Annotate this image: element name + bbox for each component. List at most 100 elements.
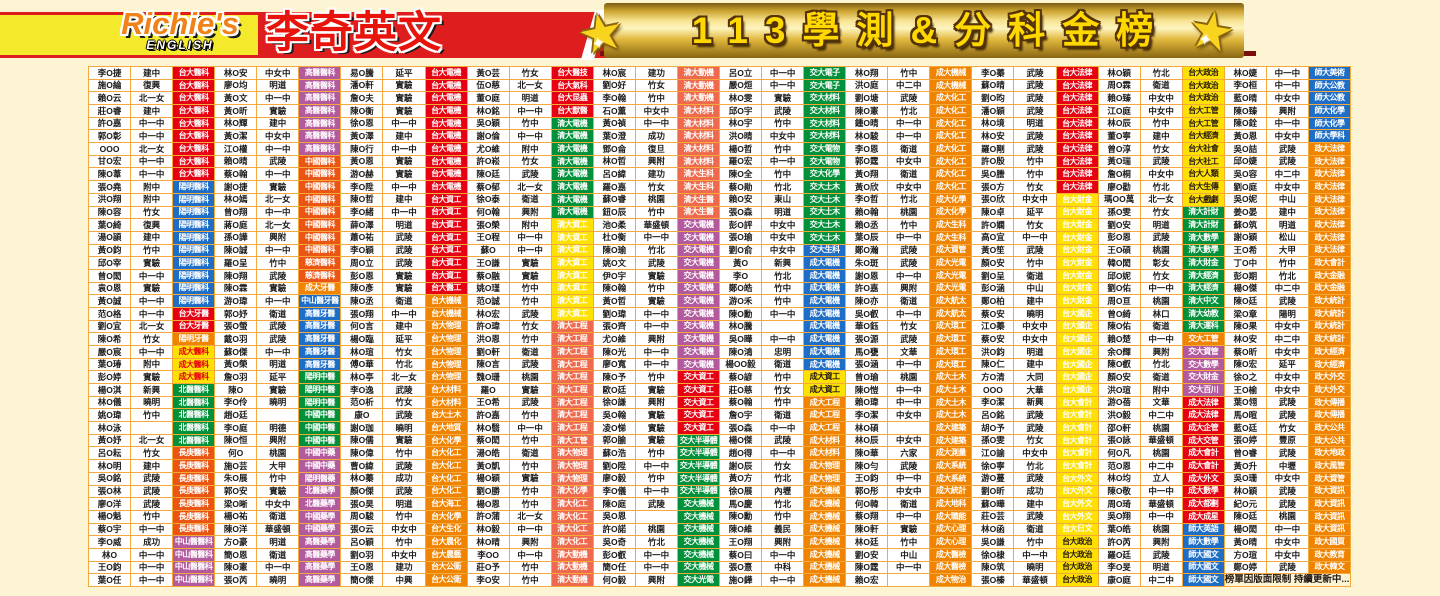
entry-university-cell: 交大化學 xyxy=(804,168,846,181)
entry-university-cell: 清大資工 xyxy=(551,269,593,282)
entry-school-cell: 中女中 xyxy=(1266,371,1308,384)
entry-school-cell: 彰女 xyxy=(1140,257,1182,269)
entry-name-cell: 陳O臻 xyxy=(1224,105,1266,117)
entry-university-cell: 台大生傳 xyxy=(1182,181,1224,193)
entry-name-cell: 劉O安 xyxy=(846,548,888,561)
entry-university-cell: 台大材料 xyxy=(425,396,467,409)
entry-university-cell: 成大土木 xyxy=(930,409,972,422)
entry-university-cell: 北醫藥學 xyxy=(299,498,341,510)
entry-university-cell: 台大資工 xyxy=(425,219,467,231)
entry-university-cell: 台大牙醫 xyxy=(173,307,215,320)
entry-name-cell: 王O程 xyxy=(467,231,509,244)
entry-name-cell: 黃O翔 xyxy=(846,168,888,181)
entry-university-cell: 成大化工 xyxy=(930,92,972,105)
entry-name-cell: 葉O皓 xyxy=(1098,523,1140,536)
entry-name-cell: 朱O展 xyxy=(215,472,257,485)
entry-university-cell: 政大傳播 xyxy=(1308,396,1350,409)
entry-name-cell: 黃O鈞 xyxy=(89,244,131,257)
entry-name-cell: 杜O衡 xyxy=(593,231,635,244)
entry-name-cell: 林O翔 xyxy=(846,67,888,79)
entry-university-cell: 中國醫科 xyxy=(299,181,341,193)
entry-school-cell: 明道 xyxy=(383,498,425,510)
entry-university-cell: 清大動機 xyxy=(677,67,719,79)
entry-university-cell: 台大社工 xyxy=(1182,155,1224,168)
entry-university-cell: 台大資工 xyxy=(425,257,467,269)
entry-school-cell: 陽明 xyxy=(1266,307,1308,320)
entry-school-cell: 中一中 xyxy=(257,92,299,105)
entry-university-cell: 成大環工 xyxy=(930,358,972,371)
entry-name-cell: 徐O之 xyxy=(1224,371,1266,384)
entry-school-cell: 中一中 xyxy=(257,168,299,181)
entry-school-cell: 興附 xyxy=(635,333,677,346)
entry-name-cell: 鄧O侖 xyxy=(593,143,635,155)
entry-school-cell: 大甲 xyxy=(257,460,299,472)
entry-name-cell: 邱O妮 xyxy=(1098,269,1140,282)
entry-school-cell: 武陵 xyxy=(509,358,551,371)
entry-university-cell: 成大建築 xyxy=(930,434,972,447)
entry-name-cell: 顏O安 xyxy=(972,257,1014,269)
entry-school-cell: 明道 xyxy=(509,92,551,105)
entry-university-cell: 陽明牙醫 xyxy=(173,333,215,346)
honor-roll-grid: 李O捷 建中 台大醫科 林O安 中女中 高醫醫科 易O騰 延平 台大電機 黃O芸 竹女 台大醫技 林O宸… xyxy=(88,66,1351,587)
entry-university-cell: 成大牙醫 xyxy=(299,282,341,295)
entry-name-cell: 陳O儒 xyxy=(341,434,383,447)
entry-school-cell: 中二中 xyxy=(1266,168,1308,181)
entry-university-cell: 交大材料 xyxy=(804,105,846,117)
entry-name-cell: 陳O銓 xyxy=(1224,117,1266,130)
entry-name-cell: 張O齊 xyxy=(593,320,635,333)
entry-university-cell: 清大運科 xyxy=(1182,320,1224,333)
entry-university-cell: 台大醫科 xyxy=(173,130,215,143)
entry-school-cell: 實驗 xyxy=(131,257,173,269)
entry-university-cell: 成大化工 xyxy=(930,155,972,168)
entry-name-cell: 何O翰 xyxy=(467,206,509,219)
entry-school-cell: 桃園 xyxy=(1140,447,1182,460)
entry-name-cell: 郭O腧 xyxy=(593,434,635,447)
entry-name-cell: 葉O瑃 xyxy=(89,358,131,371)
entry-university-cell: 師大美術 xyxy=(1308,67,1350,79)
entry-university-cell: 交大電子 xyxy=(804,67,846,79)
entry-university-cell: 台大法律 xyxy=(1056,181,1098,193)
entry-school-cell: 武陵 xyxy=(383,384,425,396)
entry-name-cell: 陳O光 xyxy=(593,346,635,358)
entry-school-cell: 明道 xyxy=(1140,219,1182,231)
entry-school-cell: 竹女 xyxy=(635,79,677,92)
entry-school-cell: 竹北 xyxy=(888,193,930,206)
entry-name-cell: 紀O元 xyxy=(1224,498,1266,510)
entry-name-cell: 黃O xyxy=(719,257,762,269)
entry-school-cell: 中一中 xyxy=(257,346,299,358)
entry-university-cell: 清大動機 xyxy=(677,92,719,105)
entry-school-cell: 華盛頓 xyxy=(1140,434,1182,447)
entry-name-cell: 謝O辰 xyxy=(719,460,762,472)
entry-university-cell: 陽明醫科 xyxy=(173,257,215,269)
entry-university-cell: 台大法律 xyxy=(1056,155,1098,168)
entry-school-cell: 實驗 xyxy=(131,282,173,295)
entry-name-cell: 曾O綺 xyxy=(1098,307,1140,320)
entry-school-cell: 竹女 xyxy=(509,320,551,333)
entry-name-cell: 陳O洋 xyxy=(215,523,257,536)
entry-university-cell: 成大環工 xyxy=(930,346,972,358)
entry-name-cell: 莊O睿 xyxy=(89,105,131,117)
entry-school-cell: 竹中 xyxy=(509,282,551,295)
star-icon: ★ ✦ xyxy=(572,1,630,67)
entry-university-cell: 台大國企 xyxy=(1056,384,1098,396)
entry-school-cell: 北一女 xyxy=(1140,193,1182,206)
entry-school-cell: 竹女 xyxy=(635,181,677,193)
entry-university-cell: 台大土木 xyxy=(425,409,467,422)
entry-university-cell: 清大財金 xyxy=(1182,257,1224,269)
entry-name-cell: 邱O宰 xyxy=(89,257,131,269)
entry-name-cell: 林O婕 xyxy=(1224,67,1266,79)
entry-school-cell: 中一中 xyxy=(509,523,551,536)
entry-school-cell: 新興 xyxy=(131,384,173,396)
entry-university-cell: 台大國企 xyxy=(1056,320,1098,333)
entry-university-cell: 師大國文 xyxy=(1182,574,1224,586)
entry-school-cell: 桃園 xyxy=(635,193,677,206)
entry-name-cell: 張O森 xyxy=(719,422,762,434)
entry-school-cell: 北一女 xyxy=(131,92,173,105)
entry-university-cell: 慈濟醫科 xyxy=(299,257,341,269)
entry-name-cell: 楊O穎 xyxy=(467,472,509,485)
entry-university-cell: 中國中藥 xyxy=(299,447,341,460)
entry-university-cell: 交大機械 xyxy=(677,548,719,561)
entry-name-cell: 尤O維 xyxy=(467,143,509,155)
entry-school-cell: 興附 xyxy=(635,396,677,409)
entry-name-cell: 張O涵 xyxy=(846,358,888,371)
